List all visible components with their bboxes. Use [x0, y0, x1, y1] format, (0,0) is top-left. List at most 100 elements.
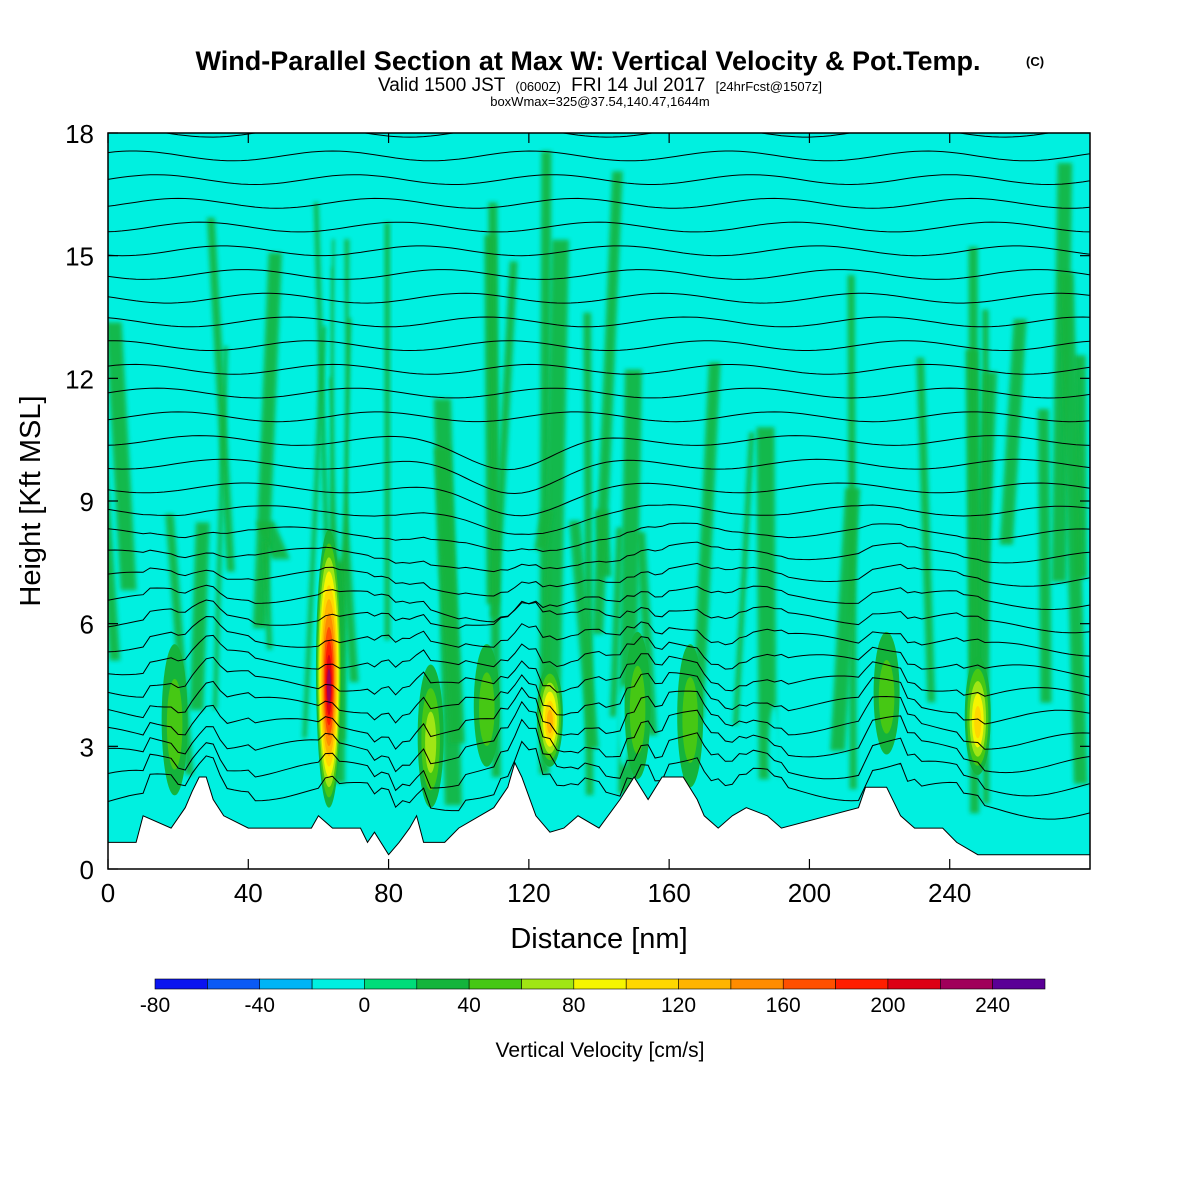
x-tick-label: 120 — [507, 878, 550, 908]
colorbar-swatch — [311, 978, 365, 990]
colorbar-tick-label: 120 — [661, 994, 696, 1017]
y-tick-label: 18 — [65, 119, 94, 149]
y-tick-label: 0 — [80, 855, 94, 885]
isentrope-line — [108, 718, 1090, 797]
weak-updraft-band — [189, 522, 210, 711]
subtitle-zulu: (0600Z) — [515, 79, 561, 94]
y-tick-label: 9 — [80, 487, 94, 517]
isentrope-line — [108, 435, 1090, 471]
x-tick-label: 40 — [234, 878, 263, 908]
colorbar-swatch — [259, 978, 313, 990]
weak-updraft-band — [534, 511, 553, 550]
isentrope-line — [108, 634, 1090, 678]
weak-updraft-band — [569, 520, 599, 749]
isentrope-line — [108, 482, 1090, 517]
downdraft-core — [333, 153, 346, 563]
colorbar-tick-label: -80 — [140, 994, 170, 1017]
potential-temperature-contours — [108, 133, 1090, 820]
isentrope-line — [108, 387, 1090, 399]
colorbar-swatch — [468, 978, 522, 990]
y-tick-label: 6 — [80, 610, 94, 640]
colorbar-tick-label: 40 — [457, 994, 480, 1017]
colorbar-tick-label: 200 — [870, 994, 905, 1017]
isentrope-line — [108, 292, 1090, 304]
isentrope-line — [108, 197, 1090, 209]
x-axis-ticks: 0 40 80 120 160 200 240 — [101, 133, 971, 908]
colorbar-tick-label: 240 — [975, 994, 1010, 1017]
colorbar-swatch — [678, 978, 732, 990]
weak-updraft-band — [108, 474, 121, 661]
isentrope-line — [163, 133, 1052, 138]
updraft-core-level — [478, 672, 495, 746]
updraft-core-level — [166, 678, 183, 770]
isentrope-line — [108, 584, 1090, 623]
colorbar-swatch — [154, 978, 208, 990]
weak-updraft-band — [1037, 409, 1052, 703]
colorbar-tick-label: 0 — [359, 994, 371, 1017]
x-tick-label: 80 — [374, 878, 403, 908]
weak-updraft-band — [108, 322, 137, 591]
isentrope-line — [108, 245, 1090, 257]
weak-updraft-band — [999, 319, 1027, 545]
weak-updraft-band — [592, 171, 623, 635]
isentrope-line — [108, 221, 1090, 233]
subtitle-valid: Valid 1500 JST — [378, 75, 506, 96]
chart-subtitle: Valid 1500 JST (0600Z) FRI 14 Jul 2017 [… — [378, 75, 822, 96]
weak-updraft-band — [434, 447, 465, 744]
isentrope-line — [108, 740, 1090, 820]
colorbar-ticks: -80 -40 0 40 80 120 160 200 240 — [140, 994, 1010, 1017]
weak-updraft-band — [252, 252, 282, 629]
isentrope-line — [108, 504, 1090, 535]
colorbar-swatch — [835, 978, 889, 990]
colorbar-swatch — [887, 978, 941, 990]
colorbar-swatch — [939, 978, 993, 990]
x-tick-label: 0 — [101, 878, 115, 908]
weak-updraft-band — [262, 541, 273, 650]
x-tick-label: 160 — [647, 878, 690, 908]
x-tick-label: 200 — [788, 878, 831, 908]
downdraft-core — [424, 562, 437, 645]
chart-title-mark: (C) — [1026, 54, 1044, 69]
isentrope-line — [108, 522, 1090, 553]
colorbar — [154, 978, 1046, 990]
y-tick-label: 3 — [80, 732, 94, 762]
colorbar-swatch — [521, 978, 575, 990]
weak-updraft-band — [691, 362, 721, 721]
isentrope-line — [108, 411, 1090, 423]
box-note: boxWmax=325@37.54,140.47,1644m — [490, 94, 710, 109]
weak-updraft-band — [488, 202, 501, 778]
weak-updraft-band — [302, 326, 327, 738]
colorbar-swatch — [416, 978, 470, 990]
downdraft-core — [512, 521, 525, 583]
terrain-profile — [108, 761, 1090, 869]
y-tick-label: 15 — [65, 242, 94, 272]
colorbar-tick-label: -40 — [245, 994, 275, 1017]
isentrope-line — [108, 363, 1090, 375]
updraft-cores — [161, 529, 991, 808]
weak-updraft-bands — [108, 151, 1088, 814]
isentrope-line — [108, 174, 1090, 186]
isentrope-line — [108, 599, 1090, 634]
isentrope-line — [108, 700, 1090, 774]
isentrope-line — [108, 316, 1090, 328]
colorbar-label: Vertical Velocity [cm/s] — [496, 1039, 705, 1062]
y-axis-ticks: 0 3 6 9 12 15 18 — [65, 119, 1090, 885]
updraft-core-level — [326, 668, 331, 705]
subtitle-forecast: [24hrFcst@1507z] — [716, 79, 822, 94]
isentrope-line — [108, 686, 1090, 750]
subtitle-date: FRI 14 Jul 2017 — [571, 75, 705, 96]
weak-updraft-band — [609, 527, 624, 717]
isentrope-line — [108, 615, 1090, 657]
updraft-core-level — [546, 709, 553, 734]
colorbar-swatch — [730, 978, 784, 990]
x-axis-label: Distance [nm] — [510, 923, 687, 955]
isentrope-line — [108, 340, 1090, 352]
y-tick-label: 12 — [65, 364, 94, 394]
updraft-core-level — [682, 677, 698, 763]
isentrope-line — [108, 150, 1090, 162]
isentrope-line — [108, 269, 1090, 280]
isentrope-line — [108, 458, 1090, 495]
chart-title: Wind-Parallel Section at Max W: Vertical… — [196, 46, 981, 76]
isentrope-line — [108, 653, 1090, 698]
